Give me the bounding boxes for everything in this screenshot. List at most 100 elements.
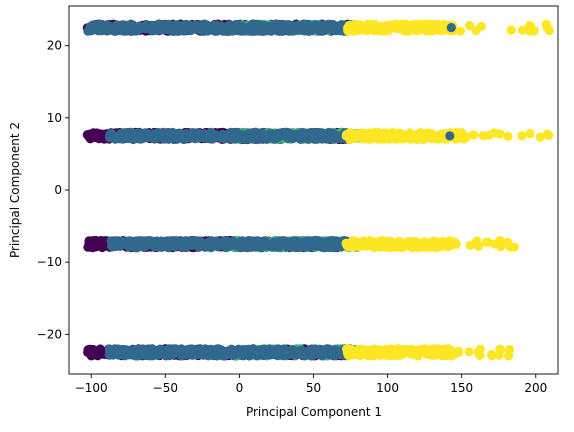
data-point <box>306 22 315 31</box>
data-point <box>402 130 411 139</box>
data-point <box>181 350 190 359</box>
data-point <box>181 23 190 32</box>
y-tick-label: −20 <box>37 327 62 341</box>
data-point <box>451 349 460 358</box>
data-point <box>138 350 147 359</box>
data-point <box>536 133 545 142</box>
x-axis-label: Principal Component 1 <box>246 405 382 419</box>
data-point <box>284 238 293 247</box>
data-point <box>494 351 503 360</box>
data-point <box>324 344 333 353</box>
data-point <box>196 130 205 139</box>
data-point <box>352 133 361 142</box>
data-point <box>496 242 505 251</box>
data-point <box>211 240 220 249</box>
y-tick-label: 10 <box>47 111 62 125</box>
data-point <box>384 26 393 35</box>
x-tick-label: 50 <box>306 381 321 395</box>
data-point <box>484 237 493 246</box>
data-point <box>215 24 224 33</box>
data-point <box>525 129 534 138</box>
data-point <box>368 240 377 249</box>
data-point <box>150 243 159 252</box>
data-point <box>107 133 116 142</box>
x-tick-label: 150 <box>450 381 473 395</box>
data-point <box>161 133 170 142</box>
data-point <box>517 131 526 140</box>
data-point <box>134 134 143 143</box>
data-point <box>322 22 331 31</box>
data-point <box>111 237 120 246</box>
data-point <box>466 241 475 250</box>
data-point <box>268 132 277 141</box>
data-point <box>100 23 109 32</box>
data-point <box>83 243 92 252</box>
data-point <box>200 19 209 28</box>
data-point <box>359 236 368 245</box>
data-point <box>426 25 435 34</box>
data-point <box>384 132 393 141</box>
data-point <box>233 20 242 29</box>
data-point <box>474 242 483 251</box>
x-axis: −100 −50 0 50 100 150 200 <box>75 374 547 395</box>
data-point <box>213 351 222 360</box>
data-point <box>495 129 504 138</box>
data-point <box>191 240 200 249</box>
y-tick-label: −10 <box>37 255 62 269</box>
data-point <box>452 240 461 249</box>
data-point <box>506 243 515 252</box>
data-point <box>416 128 425 137</box>
scatter-points <box>83 19 554 360</box>
data-point <box>414 243 423 252</box>
data-point <box>93 133 102 142</box>
data-point <box>220 237 229 246</box>
data-point <box>303 236 312 245</box>
data-point <box>177 238 186 247</box>
data-point <box>319 130 328 139</box>
data-point <box>295 243 304 252</box>
data-point <box>374 346 383 355</box>
data-point <box>392 21 401 30</box>
data-point <box>235 346 244 355</box>
data-point <box>477 22 486 31</box>
y-axis-label: Principal Component 2 <box>8 122 22 258</box>
data-point <box>375 129 384 138</box>
x-tick-label: 0 <box>236 381 244 395</box>
data-point <box>276 348 285 357</box>
data-point <box>276 23 285 32</box>
data-point <box>120 351 129 360</box>
data-point <box>407 345 416 354</box>
data-point <box>250 21 259 30</box>
data-point <box>260 236 269 245</box>
y-tick-label: 20 <box>47 39 62 53</box>
data-point <box>447 23 456 32</box>
data-point <box>436 346 445 355</box>
data-point <box>308 130 317 139</box>
data-point <box>503 132 512 141</box>
data-point <box>167 349 176 358</box>
data-point <box>505 345 514 354</box>
data-point <box>229 238 238 247</box>
data-point <box>170 23 179 32</box>
data-point <box>92 238 101 247</box>
data-point <box>333 134 342 143</box>
data-point <box>394 348 403 357</box>
data-point <box>246 129 255 138</box>
data-point <box>474 348 483 357</box>
data-point <box>216 133 225 142</box>
x-tick-label: 200 <box>524 381 547 395</box>
x-tick-label: −100 <box>75 381 108 395</box>
data-point <box>271 238 280 247</box>
data-point <box>138 24 147 33</box>
data-point <box>281 128 290 137</box>
data-point <box>255 346 264 355</box>
data-point <box>128 237 137 246</box>
data-point <box>286 21 295 30</box>
data-point <box>298 131 307 140</box>
y-tick-label: 0 <box>54 183 62 197</box>
data-point <box>542 20 551 29</box>
data-point <box>188 128 197 137</box>
x-tick-label: 100 <box>376 381 399 395</box>
data-point <box>205 134 214 143</box>
